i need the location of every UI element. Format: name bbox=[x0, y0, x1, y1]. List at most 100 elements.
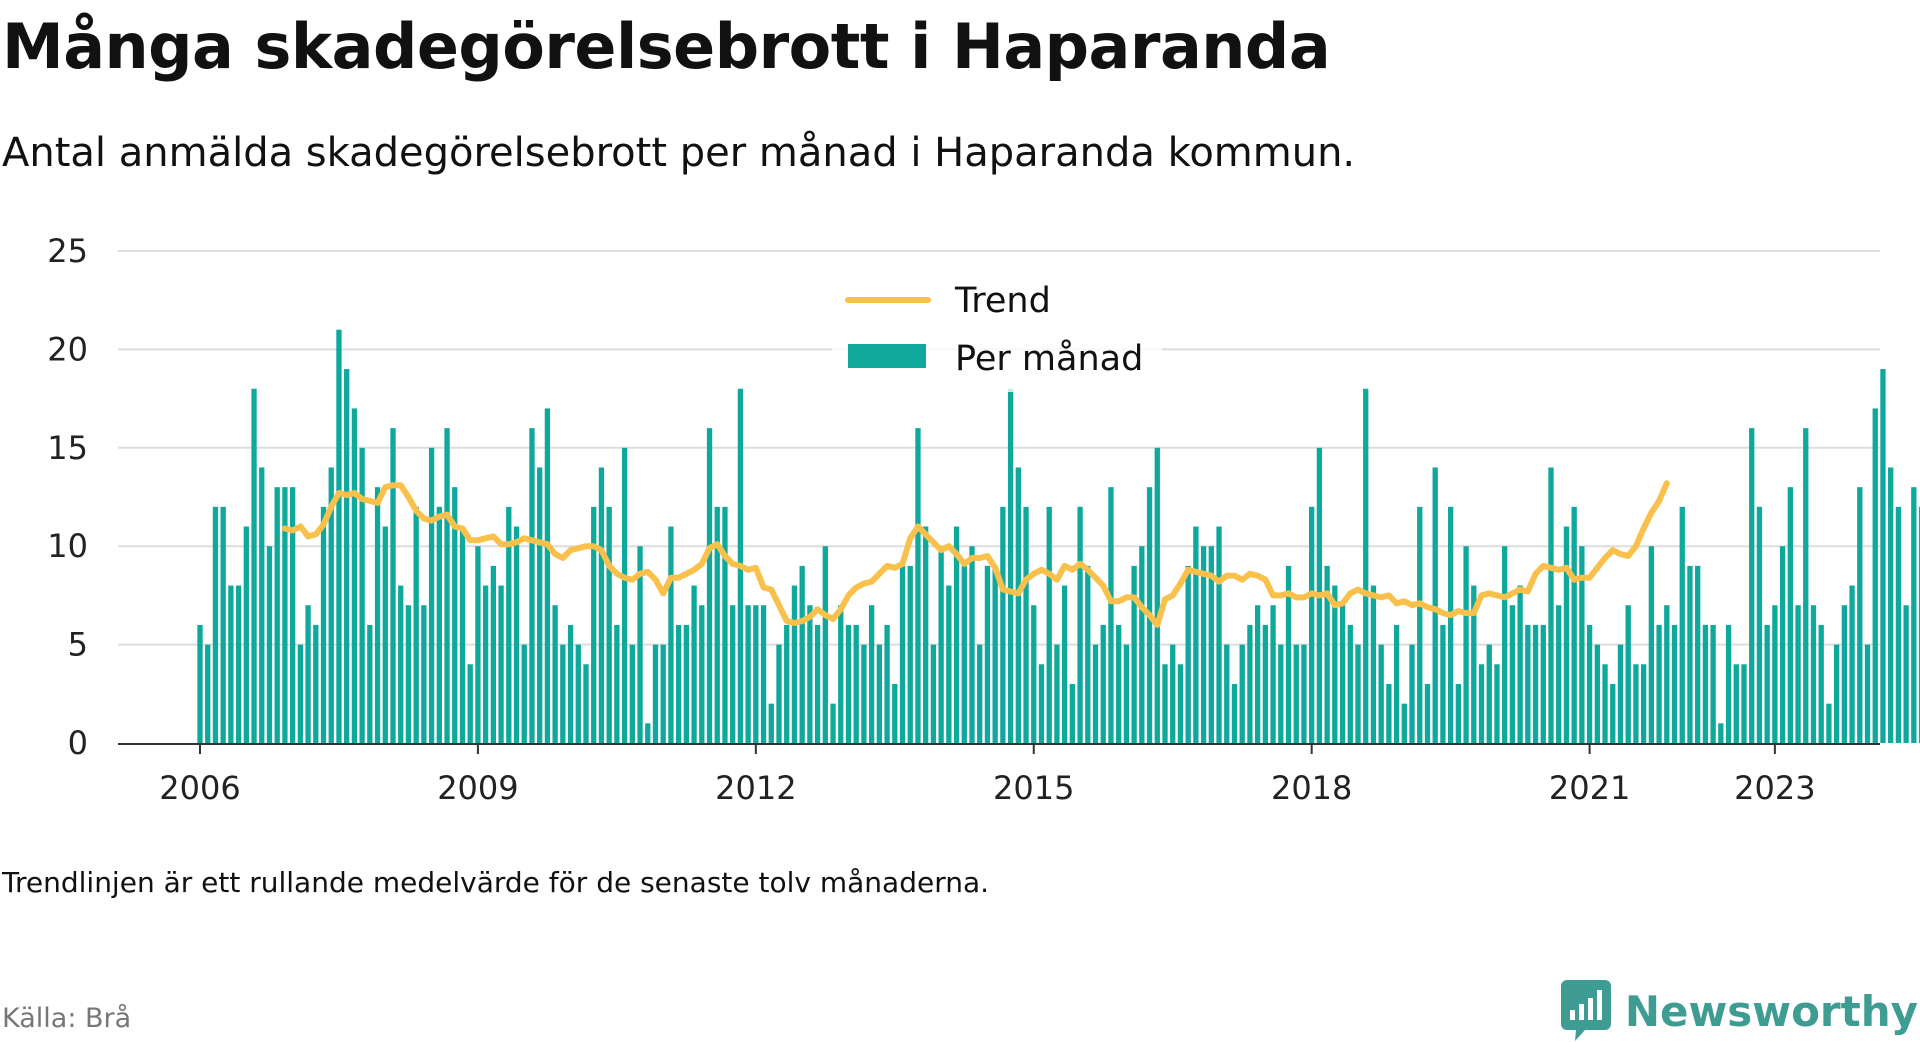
bar bbox=[428, 447, 435, 743]
bar bbox=[467, 664, 473, 743]
bar bbox=[1370, 585, 1377, 743]
bar bbox=[398, 585, 404, 743]
bar bbox=[1640, 664, 1647, 743]
brand-name: Newsworthy bbox=[1624, 986, 1918, 1036]
bar bbox=[1347, 624, 1353, 743]
legend-background bbox=[832, 272, 1162, 392]
bar bbox=[1826, 703, 1832, 743]
bar bbox=[1741, 664, 1747, 743]
bar bbox=[1262, 624, 1269, 743]
bar bbox=[1409, 644, 1415, 743]
bar bbox=[845, 624, 852, 743]
bar bbox=[1594, 644, 1600, 743]
bar bbox=[598, 467, 605, 743]
bar bbox=[1200, 546, 1207, 743]
bar bbox=[814, 624, 821, 743]
bar bbox=[1162, 664, 1168, 743]
y-axis-labels: 0 5 10 15 20 25 bbox=[47, 232, 88, 762]
bar bbox=[745, 605, 751, 743]
y-tick-label: 0 bbox=[68, 724, 88, 762]
bar bbox=[367, 624, 373, 743]
legend-bar-swatch bbox=[848, 344, 926, 368]
bar bbox=[1903, 605, 1909, 743]
bar bbox=[405, 605, 412, 743]
bar bbox=[1270, 605, 1276, 743]
bar bbox=[1224, 644, 1230, 743]
bar bbox=[1895, 506, 1902, 743]
bar bbox=[289, 487, 296, 743]
bar bbox=[784, 624, 790, 743]
bar bbox=[1502, 546, 1508, 743]
bar bbox=[1378, 644, 1384, 743]
bar bbox=[305, 605, 311, 743]
bar bbox=[220, 506, 226, 743]
bar bbox=[1749, 428, 1755, 743]
bar bbox=[1779, 546, 1786, 743]
bar bbox=[1239, 644, 1245, 743]
bar bbox=[544, 408, 551, 743]
bar bbox=[776, 644, 782, 743]
bar bbox=[436, 506, 442, 743]
brand-logo: Newsworthy bbox=[1560, 980, 1918, 1042]
bar bbox=[1833, 644, 1840, 743]
bar bbox=[1725, 624, 1732, 743]
bar bbox=[1440, 624, 1446, 743]
bar bbox=[606, 506, 612, 743]
bar bbox=[892, 683, 898, 743]
bar bbox=[1278, 644, 1284, 743]
bar bbox=[1185, 565, 1191, 743]
bar bbox=[923, 526, 929, 743]
bar bbox=[421, 605, 427, 743]
bar bbox=[1695, 565, 1701, 743]
bar bbox=[645, 723, 651, 743]
bar bbox=[1031, 605, 1037, 743]
bar bbox=[1671, 624, 1678, 743]
bar bbox=[691, 585, 697, 743]
bar bbox=[552, 605, 558, 743]
bar bbox=[1617, 644, 1624, 743]
bar bbox=[614, 624, 620, 743]
bar bbox=[1054, 644, 1060, 743]
bar bbox=[938, 546, 944, 743]
chart-subtitle: Antal anmälda skadegörelsebrott per måna… bbox=[2, 130, 1356, 176]
bar bbox=[1139, 546, 1145, 743]
bar bbox=[1718, 723, 1724, 743]
bar bbox=[977, 644, 983, 743]
newsworthy-logo-icon bbox=[1560, 980, 1611, 1041]
bar bbox=[1586, 624, 1593, 743]
bar bbox=[1177, 664, 1184, 743]
bar bbox=[1447, 506, 1454, 743]
legend-bar-label: Per månad bbox=[955, 338, 1143, 379]
x-axis-ticks: 2006 2009 2012 2015 2018 2021 2023 bbox=[159, 744, 1816, 807]
y-tick-label: 10 bbox=[47, 527, 88, 565]
bar bbox=[1309, 506, 1315, 743]
bar bbox=[243, 526, 249, 743]
bar bbox=[1841, 605, 1848, 743]
bar bbox=[521, 644, 527, 743]
bar bbox=[1602, 664, 1608, 743]
bar bbox=[328, 467, 334, 743]
y-tick-label: 5 bbox=[68, 626, 88, 664]
bar bbox=[1579, 546, 1585, 743]
y-tick-label: 25 bbox=[47, 232, 88, 270]
bar bbox=[946, 585, 952, 743]
bar bbox=[228, 585, 234, 743]
bar bbox=[876, 644, 883, 743]
bar bbox=[320, 506, 327, 743]
bar bbox=[953, 526, 960, 743]
bar bbox=[575, 644, 581, 743]
bar bbox=[1548, 467, 1554, 743]
bar bbox=[1756, 506, 1763, 743]
bar bbox=[722, 506, 728, 743]
bar bbox=[969, 546, 975, 743]
bar bbox=[1509, 605, 1516, 743]
bar bbox=[760, 605, 767, 743]
bar bbox=[1131, 565, 1137, 743]
trend-line bbox=[281, 480, 1670, 628]
bar bbox=[1818, 624, 1824, 743]
bar bbox=[537, 467, 543, 743]
bar bbox=[560, 644, 566, 743]
bar bbox=[1092, 644, 1099, 743]
bar bbox=[583, 664, 589, 743]
